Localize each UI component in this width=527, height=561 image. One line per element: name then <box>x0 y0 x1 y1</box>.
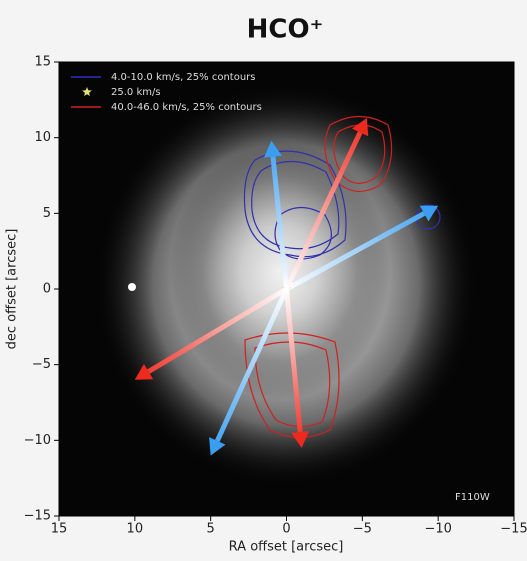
arrow-shaft <box>284 131 363 291</box>
x-tick-label: 0 <box>282 522 290 537</box>
red-contours <box>244 116 393 439</box>
x-tick-label: −5 <box>353 522 372 537</box>
y-axis-label: dec offset [arcsec] <box>5 229 20 350</box>
x-tick-label: −10 <box>424 522 451 537</box>
x-axis-label: RA offset [arcsec] <box>229 540 344 555</box>
x-tick-label: 10 <box>127 522 144 537</box>
legend-marker <box>82 87 92 96</box>
arrow-shaft <box>284 288 303 433</box>
star-field <box>128 283 136 291</box>
arrow-head <box>209 437 226 456</box>
y-tick-label: 10 <box>34 130 51 145</box>
x-tick-label: −15 <box>500 522 527 537</box>
nebula-core <box>170 140 390 400</box>
x-tick-label: 15 <box>51 522 68 537</box>
arrow-shaft <box>270 156 289 290</box>
y-tick-label: 15 <box>34 55 51 70</box>
arrow-head <box>134 363 154 380</box>
blue-contours <box>243 150 441 260</box>
legend-label: 40.0-46.0 km/s, 25% contours <box>111 102 262 113</box>
arrow-head <box>419 205 439 222</box>
y-tick-label: 5 <box>43 206 51 221</box>
y-tick-label: −10 <box>24 433 51 448</box>
arrow-head <box>291 431 310 448</box>
x-tick-label: 5 <box>207 522 215 537</box>
arrow-shaft <box>215 287 289 442</box>
y-tick-label: 0 <box>43 282 51 297</box>
arrow-head <box>351 117 369 137</box>
arrow-shaft <box>147 286 288 374</box>
y-tick-label: −15 <box>24 509 51 524</box>
legend-label: 25.0 km/s <box>111 87 161 98</box>
arrow-shaft <box>285 211 426 292</box>
chart-title: HCO⁺ <box>247 15 324 45</box>
y-tick-label: −5 <box>32 357 51 372</box>
legend-label: 4.0-10.0 km/s, 25% contours <box>111 72 255 83</box>
arrow-head <box>264 140 282 158</box>
annotation: F110W <box>455 492 490 503</box>
